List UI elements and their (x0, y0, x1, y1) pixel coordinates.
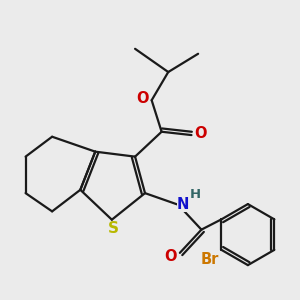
Text: O: O (194, 126, 207, 141)
Text: O: O (164, 249, 177, 264)
Text: O: O (136, 91, 148, 106)
Text: N: N (177, 196, 189, 211)
Text: Br: Br (201, 252, 219, 267)
Text: H: H (190, 188, 201, 201)
Text: S: S (108, 221, 119, 236)
